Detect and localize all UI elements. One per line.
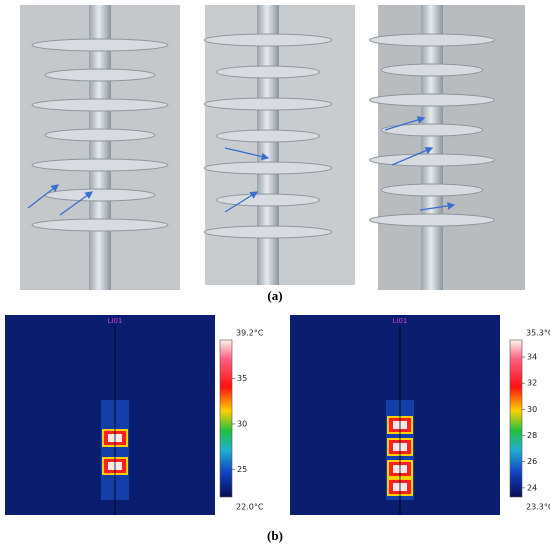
spot-label: Li01 [108, 317, 123, 325]
arrow [27, 184, 60, 209]
photo [369, 5, 525, 290]
photo [20, 5, 180, 290]
insulator-shed [369, 93, 495, 107]
arrow [224, 147, 270, 161]
insulator-shed [369, 213, 495, 227]
insulator-shed [369, 153, 495, 167]
panel-label: (b) [267, 528, 283, 543]
arrow [59, 191, 94, 216]
photo-background [378, 5, 525, 290]
arrow [391, 146, 434, 166]
insulator-shed [44, 188, 156, 202]
insulator-shed [31, 98, 169, 112]
insulator-shed [203, 161, 333, 175]
photo [203, 5, 355, 285]
colorbar-end-label: 39.2°C [236, 329, 264, 338]
arrow [224, 191, 259, 213]
insulator-shed [380, 183, 484, 197]
colorbar-tick-label: 24 [527, 483, 537, 492]
photo-background [205, 5, 355, 285]
insulator-shed [203, 33, 333, 47]
insulator-shed [203, 225, 333, 239]
colorbar-end-label: 22.0°C [236, 503, 264, 512]
colorbar [219, 339, 233, 498]
colorbar-tick-label: 26 [527, 457, 537, 466]
photos [20, 5, 525, 290]
thermal-image: Li01 35.3°C 34 32 30 28 26 24 23.3°C [290, 315, 550, 515]
spot-label: Li01 [393, 317, 408, 325]
colorbar [509, 339, 523, 498]
insulator-shed [203, 97, 333, 111]
colorbar-tick-label: 30 [527, 405, 537, 414]
panel-label: (a) [267, 288, 282, 303]
insulator-shed [31, 218, 169, 232]
insulator-rod [421, 5, 443, 290]
colorbar-tick-label: 28 [527, 431, 537, 440]
insulator-shed [215, 129, 321, 143]
thermal-image: Li01 39.2°C 35 30 25 22.0°C [5, 315, 264, 515]
insulator-shed [380, 123, 484, 137]
insulator-shed [380, 63, 484, 77]
insulator-shed [44, 128, 156, 142]
thermal-images: Li01 39.2°C 35 30 25 22.0°C Li01 35.3°C 34 32 30 28… [5, 315, 550, 515]
insulator-rod [257, 5, 279, 285]
arrow [384, 116, 426, 131]
colorbar-end-label: 35.3°C [526, 329, 550, 338]
insulator-shed [215, 65, 321, 79]
colorbar-tick-label: 30 [237, 419, 247, 428]
colorbar-tick-label: 25 [237, 465, 247, 474]
insulator-shed [44, 68, 156, 82]
arrow [419, 202, 456, 211]
colorbar-tick-label: 34 [527, 353, 537, 362]
insulator-shed [31, 38, 169, 52]
colorbar-end-label: 23.3°C [526, 503, 550, 512]
insulator-shed [369, 33, 495, 47]
insulator-shed [31, 158, 169, 172]
insulator-shed [215, 193, 321, 207]
colorbar-tick-label: 32 [527, 379, 537, 388]
colorbar-tick-label: 35 [237, 374, 247, 383]
